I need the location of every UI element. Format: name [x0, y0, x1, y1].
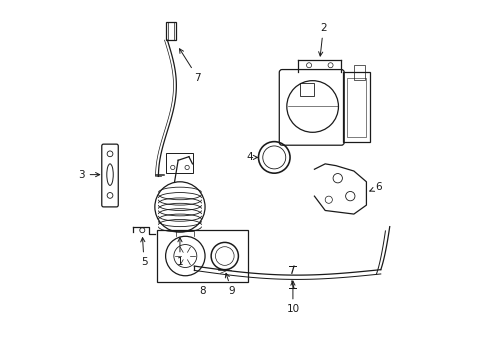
- Bar: [167, 22, 174, 40]
- Bar: [353, 65, 364, 80]
- Text: 7: 7: [179, 49, 201, 83]
- Bar: [300, 83, 314, 96]
- Text: 2: 2: [318, 23, 326, 56]
- Bar: [343, 72, 369, 142]
- Bar: [166, 22, 175, 40]
- Bar: [346, 78, 366, 137]
- Text: 9: 9: [225, 273, 235, 296]
- Text: 6: 6: [369, 182, 382, 192]
- Text: 4: 4: [246, 152, 257, 162]
- Text: 10: 10: [286, 281, 299, 315]
- Text: 1: 1: [176, 238, 183, 267]
- Text: 5: 5: [141, 238, 147, 267]
- Text: 3: 3: [78, 170, 100, 180]
- Text: 8: 8: [199, 286, 205, 296]
- Bar: [156, 230, 247, 282]
- Bar: [165, 153, 192, 173]
